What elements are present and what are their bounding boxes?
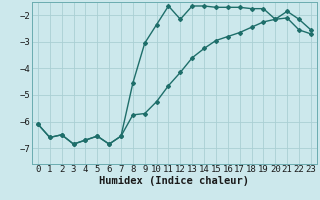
X-axis label: Humidex (Indice chaleur): Humidex (Indice chaleur) bbox=[100, 176, 249, 186]
